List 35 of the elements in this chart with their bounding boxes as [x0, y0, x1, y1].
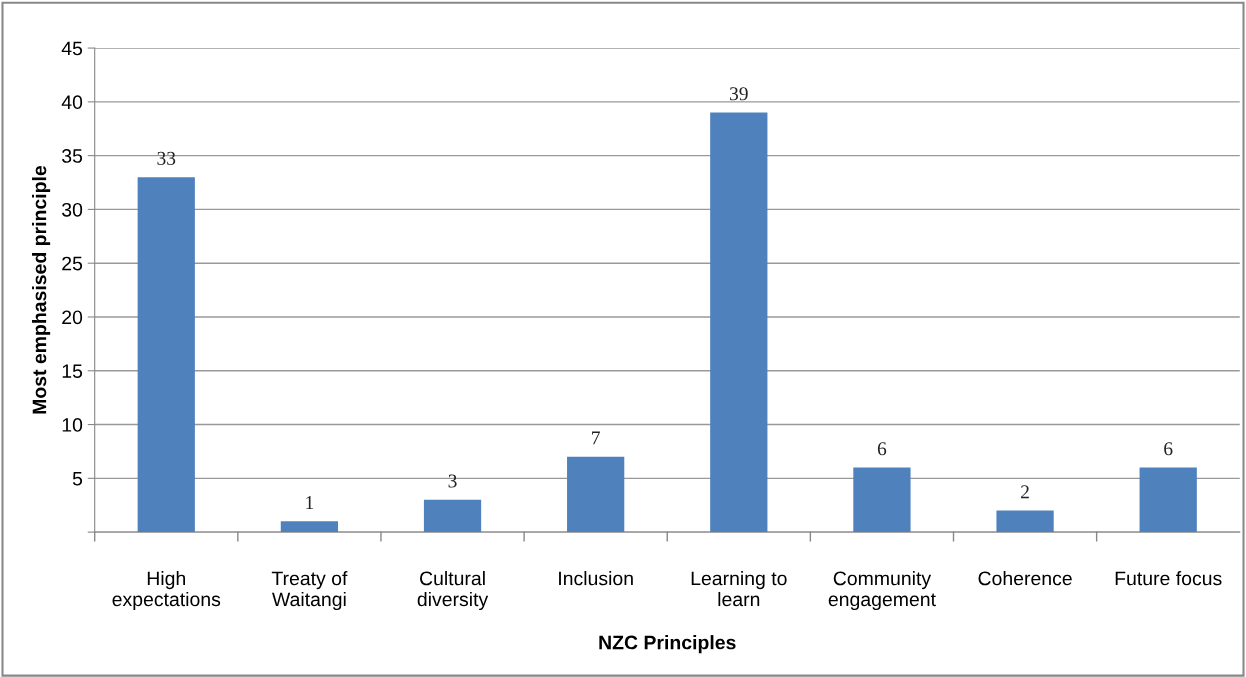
data-label: 7 [592, 431, 600, 445]
bar [280, 521, 339, 533]
x-tick-label: Future focus [1115, 571, 1222, 586]
bar [567, 456, 625, 533]
bar [853, 467, 911, 533]
y-tick-label: 30 [62, 202, 83, 217]
x-tick-label: High expectations [112, 571, 221, 611]
bar [1139, 467, 1197, 533]
y-tick-label: 35 [62, 149, 83, 163]
y-tick-label: 40 [61, 95, 83, 110]
bar [423, 499, 482, 533]
y-tick-label: 10 [62, 418, 83, 432]
x-axis-title: NZC Principles [599, 635, 736, 654]
y-axis-title: Most emphasised principle [32, 165, 51, 414]
data-label: 2 [1021, 485, 1029, 499]
y-tick-label: 20 [62, 310, 83, 325]
bar [137, 177, 195, 533]
data-label: 6 [877, 442, 887, 456]
y-tick-label: 45 [61, 41, 83, 56]
x-tick-label: Cultural diversity [417, 571, 489, 611]
bar [996, 510, 1054, 533]
y-tick-label: 25 [62, 256, 83, 271]
data-label: 1 [306, 496, 314, 509]
bar [710, 112, 768, 533]
x-tick-label: Community engagement [828, 571, 936, 611]
data-label: 6 [1164, 442, 1173, 456]
y-tick-label: 15 [62, 364, 83, 379]
data-label: 33 [157, 151, 176, 165]
x-tick-label: Treaty of Waitangi [271, 571, 348, 611]
x-tick-label: Learning to learn [691, 571, 787, 607]
data-label: 3 [448, 474, 457, 488]
data-label: 39 [730, 87, 748, 101]
x-tick-label: Inclusion [559, 571, 633, 586]
y-tick-label: 5 [72, 472, 83, 486]
x-tick-label: Coherence [978, 571, 1072, 586]
